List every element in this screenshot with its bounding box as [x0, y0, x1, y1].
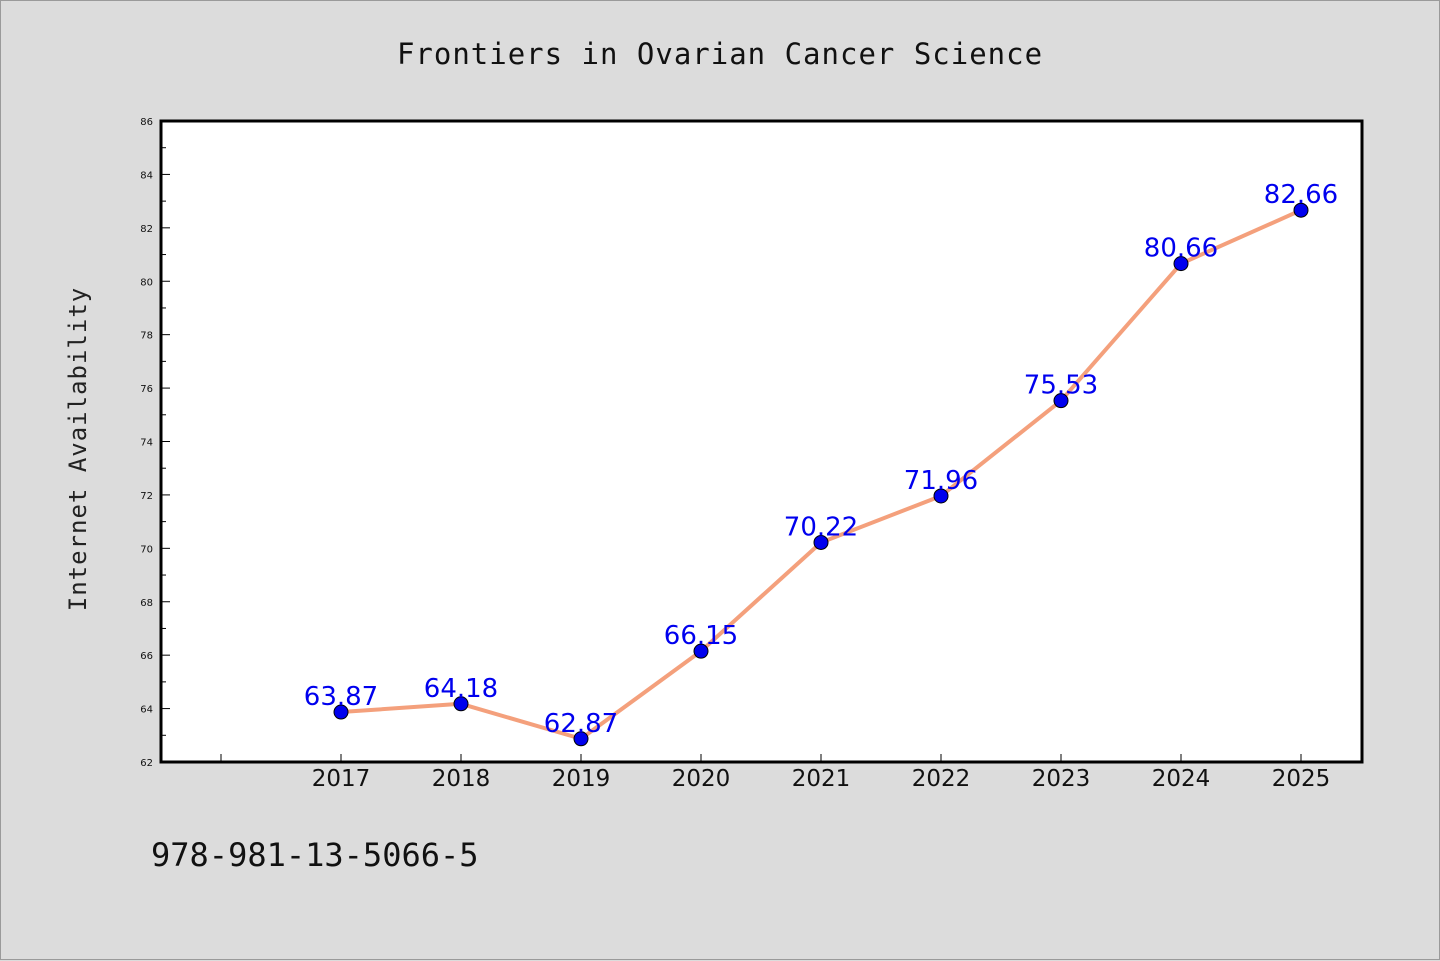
x-tick-label: 2022 — [912, 766, 971, 792]
data-point — [933, 488, 949, 504]
y-tick-label: 68 — [140, 598, 153, 609]
y-tick-label: 66 — [140, 651, 153, 662]
y-tick-label: 86 — [140, 117, 153, 128]
data-label: 70.22 — [784, 512, 858, 542]
data-point — [693, 643, 709, 659]
chart-title: Frontiers in Ovarian Cancer Science — [397, 37, 1043, 71]
data-point — [1053, 393, 1069, 409]
plot-border — [159, 119, 1364, 764]
y-tick-label: 78 — [140, 331, 153, 342]
data-label: 82.66 — [1264, 180, 1338, 210]
x-tick-label: 2017 — [312, 766, 371, 792]
y-tick-label: 72 — [140, 491, 153, 502]
plot-area — [161, 121, 1362, 762]
data-label: 66.15 — [664, 621, 738, 651]
y-tick-label: 82 — [140, 224, 153, 235]
y-tick-label: 84 — [140, 170, 153, 181]
marks-layer: 62 64 66 68 70 72 74 76 78 80 82 84 86 2017 2018 2019 20… — [140, 117, 1338, 792]
data-label: 80.66 — [1144, 234, 1218, 264]
data-point — [1173, 256, 1189, 272]
data-point — [573, 731, 589, 747]
y-tick-label: 62 — [140, 758, 153, 769]
x-tick-label: 2018 — [432, 766, 491, 792]
data-label: 63.87 — [304, 682, 378, 712]
y-axis-label: Internet Availability — [64, 287, 92, 611]
data-point — [333, 704, 349, 720]
y-tick-label: 74 — [140, 438, 153, 449]
data-point — [453, 696, 469, 712]
x-tick-label: 2025 — [1272, 766, 1331, 792]
x-tick-label: 2023 — [1032, 766, 1091, 792]
x-tick-label: 2020 — [672, 766, 731, 792]
y-tick-label: 76 — [140, 384, 153, 395]
y-tick-label: 64 — [140, 705, 153, 716]
data-point — [1293, 202, 1309, 218]
x-tick-label: 2019 — [552, 766, 611, 792]
data-label: 64.18 — [424, 674, 498, 704]
x-tick-label: 2021 — [792, 766, 851, 792]
data-point — [813, 534, 829, 550]
data-label: 75.53 — [1024, 371, 1098, 401]
isbn-footer: 978-981-13-5066-5 — [151, 836, 479, 874]
x-tick-label: 2024 — [1152, 766, 1211, 792]
data-label: 62.87 — [544, 709, 618, 739]
y-tick-label: 70 — [140, 544, 153, 555]
y-tick-label: 80 — [140, 277, 153, 288]
data-label: 71.96 — [904, 466, 978, 496]
